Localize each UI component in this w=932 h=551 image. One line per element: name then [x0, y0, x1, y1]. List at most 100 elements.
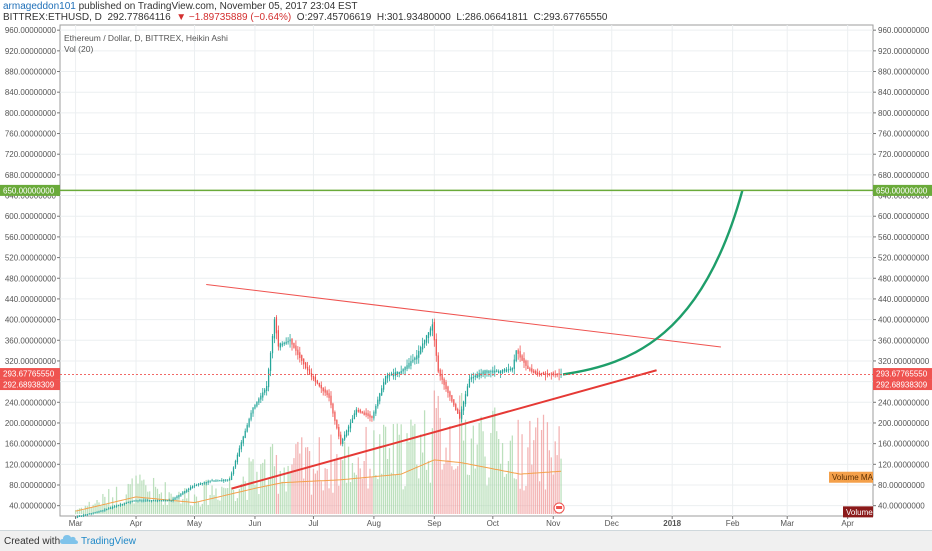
candle-body — [262, 392, 264, 398]
volume-bar — [301, 437, 303, 514]
volume-bar — [186, 498, 188, 514]
volume-bar — [221, 486, 223, 514]
candle-body — [513, 359, 515, 369]
candle-body — [369, 414, 371, 418]
y-tick-label-left: 920.00000000 — [5, 47, 57, 56]
volume-bar — [100, 505, 102, 514]
volume-bar — [373, 430, 375, 514]
volume-bar — [402, 489, 404, 514]
candle-body — [408, 362, 410, 368]
volume-bar — [447, 460, 449, 514]
candle-body — [269, 352, 272, 371]
candle-body — [197, 484, 200, 486]
candle-body — [310, 372, 313, 377]
volume-bar — [538, 481, 541, 514]
volume-bar — [178, 491, 180, 514]
volume-bar — [158, 494, 161, 514]
candle-body — [133, 500, 135, 502]
volume-bar — [275, 454, 278, 514]
volume-bar — [457, 466, 459, 514]
x-tick-label: Oct — [487, 519, 500, 528]
volume-bar — [501, 443, 504, 514]
candle-body — [308, 369, 311, 374]
candle-body — [336, 419, 338, 429]
candle-body — [396, 371, 398, 375]
candle-body — [141, 500, 143, 502]
candle-body — [106, 509, 108, 511]
candle-body — [240, 442, 242, 450]
author-link[interactable]: armageddon101 — [3, 1, 76, 12]
volume-bar — [80, 507, 83, 514]
volume-bar — [499, 463, 502, 514]
candle-body — [466, 386, 469, 397]
candle-body — [145, 500, 147, 502]
price-chart[interactable]: 40.00000000 40.00000000 80.00000000 80.0000… — [0, 0, 932, 530]
y-tick-label-right: 320.00000000 — [878, 357, 930, 366]
y-tick-label-left: 800.00000000 — [5, 109, 57, 118]
volume-bar — [425, 469, 428, 514]
brand-label[interactable]: TradingView — [81, 536, 137, 547]
candle-body — [342, 438, 344, 444]
volume-bar — [238, 489, 241, 514]
open-value: O:297.45706619 — [296, 12, 372, 23]
candle-body — [470, 377, 473, 380]
volume-bar — [554, 441, 556, 514]
candle-body — [86, 514, 88, 516]
candle-body — [195, 484, 198, 486]
volume-bar — [357, 457, 359, 514]
candle-body — [182, 492, 184, 495]
high-value: H:301.93480000 — [376, 12, 451, 23]
candle-body — [147, 500, 149, 502]
y-tick-label-right: 680.00000000 — [878, 171, 930, 180]
candle-body — [357, 409, 359, 412]
volume-bar — [523, 490, 525, 514]
volume-bar — [205, 479, 207, 514]
candle-body — [164, 500, 166, 502]
price-change: ▼ −1.89735889 (−0.64%) — [176, 12, 292, 23]
candle-body — [320, 384, 322, 389]
candle-body — [119, 504, 122, 506]
candle-body — [451, 395, 453, 402]
candle-body — [172, 498, 174, 501]
volume-ma-badge: Volume MA — [832, 473, 874, 482]
candle-body — [501, 369, 504, 373]
volume-bar — [266, 485, 268, 514]
candle-body — [112, 507, 114, 509]
volume-bar — [104, 496, 106, 514]
volume-bar — [254, 485, 256, 514]
volume-bar — [492, 410, 494, 514]
volume-bar — [435, 408, 437, 514]
volume-bar — [256, 471, 258, 514]
volume-bar — [363, 461, 365, 514]
candle-body — [517, 350, 519, 354]
volume-bar — [84, 505, 86, 514]
volume-bar — [285, 491, 287, 514]
volume-bars — [74, 390, 562, 514]
level-label-left-bg — [0, 184, 60, 196]
volume-bar — [279, 470, 281, 514]
volume-bar — [431, 428, 434, 514]
candle-body — [390, 373, 393, 376]
candle-body — [82, 515, 85, 517]
volume-bar — [478, 423, 480, 514]
candle-body — [384, 375, 387, 385]
candle-body — [316, 380, 318, 384]
volume-bar — [199, 506, 202, 514]
candle-body — [505, 369, 508, 373]
volume-bar — [242, 476, 244, 514]
candle-body — [507, 369, 510, 371]
volume-bar — [472, 425, 474, 514]
candle-body — [398, 371, 400, 375]
y-tick-label-right: 840.00000000 — [878, 88, 930, 97]
volume-bar — [359, 468, 361, 514]
candle-body — [295, 345, 297, 351]
candle-body — [127, 502, 129, 504]
x-tick-label: Apr — [130, 519, 143, 528]
volume-bar — [260, 464, 262, 514]
y-tick-label-left: 960.00000000 — [5, 26, 57, 35]
volume-bar — [416, 464, 418, 514]
candle-body — [322, 387, 324, 392]
y-tick-label-left: 840.00000000 — [5, 88, 57, 97]
candle-body — [283, 342, 285, 345]
candle-body — [252, 407, 254, 414]
